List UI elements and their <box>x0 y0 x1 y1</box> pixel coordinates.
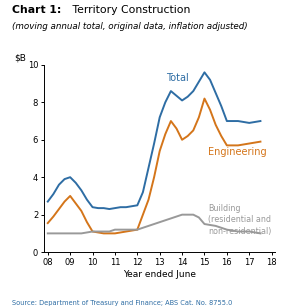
Text: $B: $B <box>14 54 26 63</box>
Text: (moving annual total, original data, inflation adjusted): (moving annual total, original data, inf… <box>12 22 247 31</box>
Text: Building
(residential and
non-residential): Building (residential and non-residentia… <box>208 205 271 236</box>
X-axis label: Year ended June: Year ended June <box>123 270 196 279</box>
Text: Engineering: Engineering <box>208 147 267 157</box>
Text: Total: Total <box>166 73 189 83</box>
Text: Chart 1:: Chart 1: <box>12 5 61 14</box>
Text: Territory Construction: Territory Construction <box>69 5 190 14</box>
Text: Source: Department of Treasury and Finance; ABS Cat. No. 8755.0: Source: Department of Treasury and Finan… <box>12 301 232 306</box>
